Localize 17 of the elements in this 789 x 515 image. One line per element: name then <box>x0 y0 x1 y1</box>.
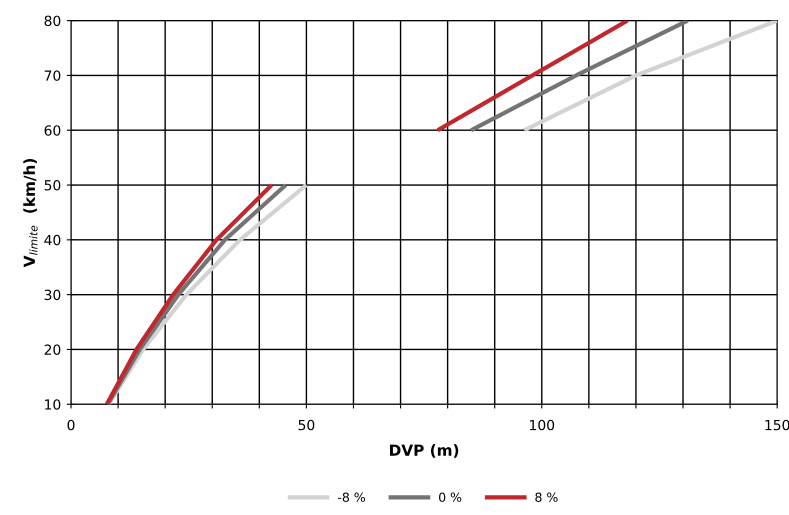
y-tick-label: 30 <box>44 290 60 300</box>
x-tick-label: 150 <box>765 420 789 430</box>
legend-label: 8 % <box>535 492 558 502</box>
y-tick-label: 50 <box>44 180 60 191</box>
x-tick-label: 100 <box>530 420 554 430</box>
y-tick-label: 40 <box>44 234 60 246</box>
y-tick-label: 70 <box>44 70 60 81</box>
y-tick-label: 80 <box>44 16 60 26</box>
y-tick-label: 20 <box>44 344 60 355</box>
text: V$_{limite}$ (km/h) <box>23 158 38 268</box>
x-axis-title: DVP (m) <box>390 444 458 458</box>
legend-label: -8 % <box>338 492 366 502</box>
y-tick-label: 10 <box>45 399 60 410</box>
x-tick-label: 50 <box>298 420 314 430</box>
legend-label: 0 % <box>439 492 462 502</box>
x-tick-label: 0 <box>68 420 75 430</box>
y-tick-label: 60 <box>44 125 60 136</box>
